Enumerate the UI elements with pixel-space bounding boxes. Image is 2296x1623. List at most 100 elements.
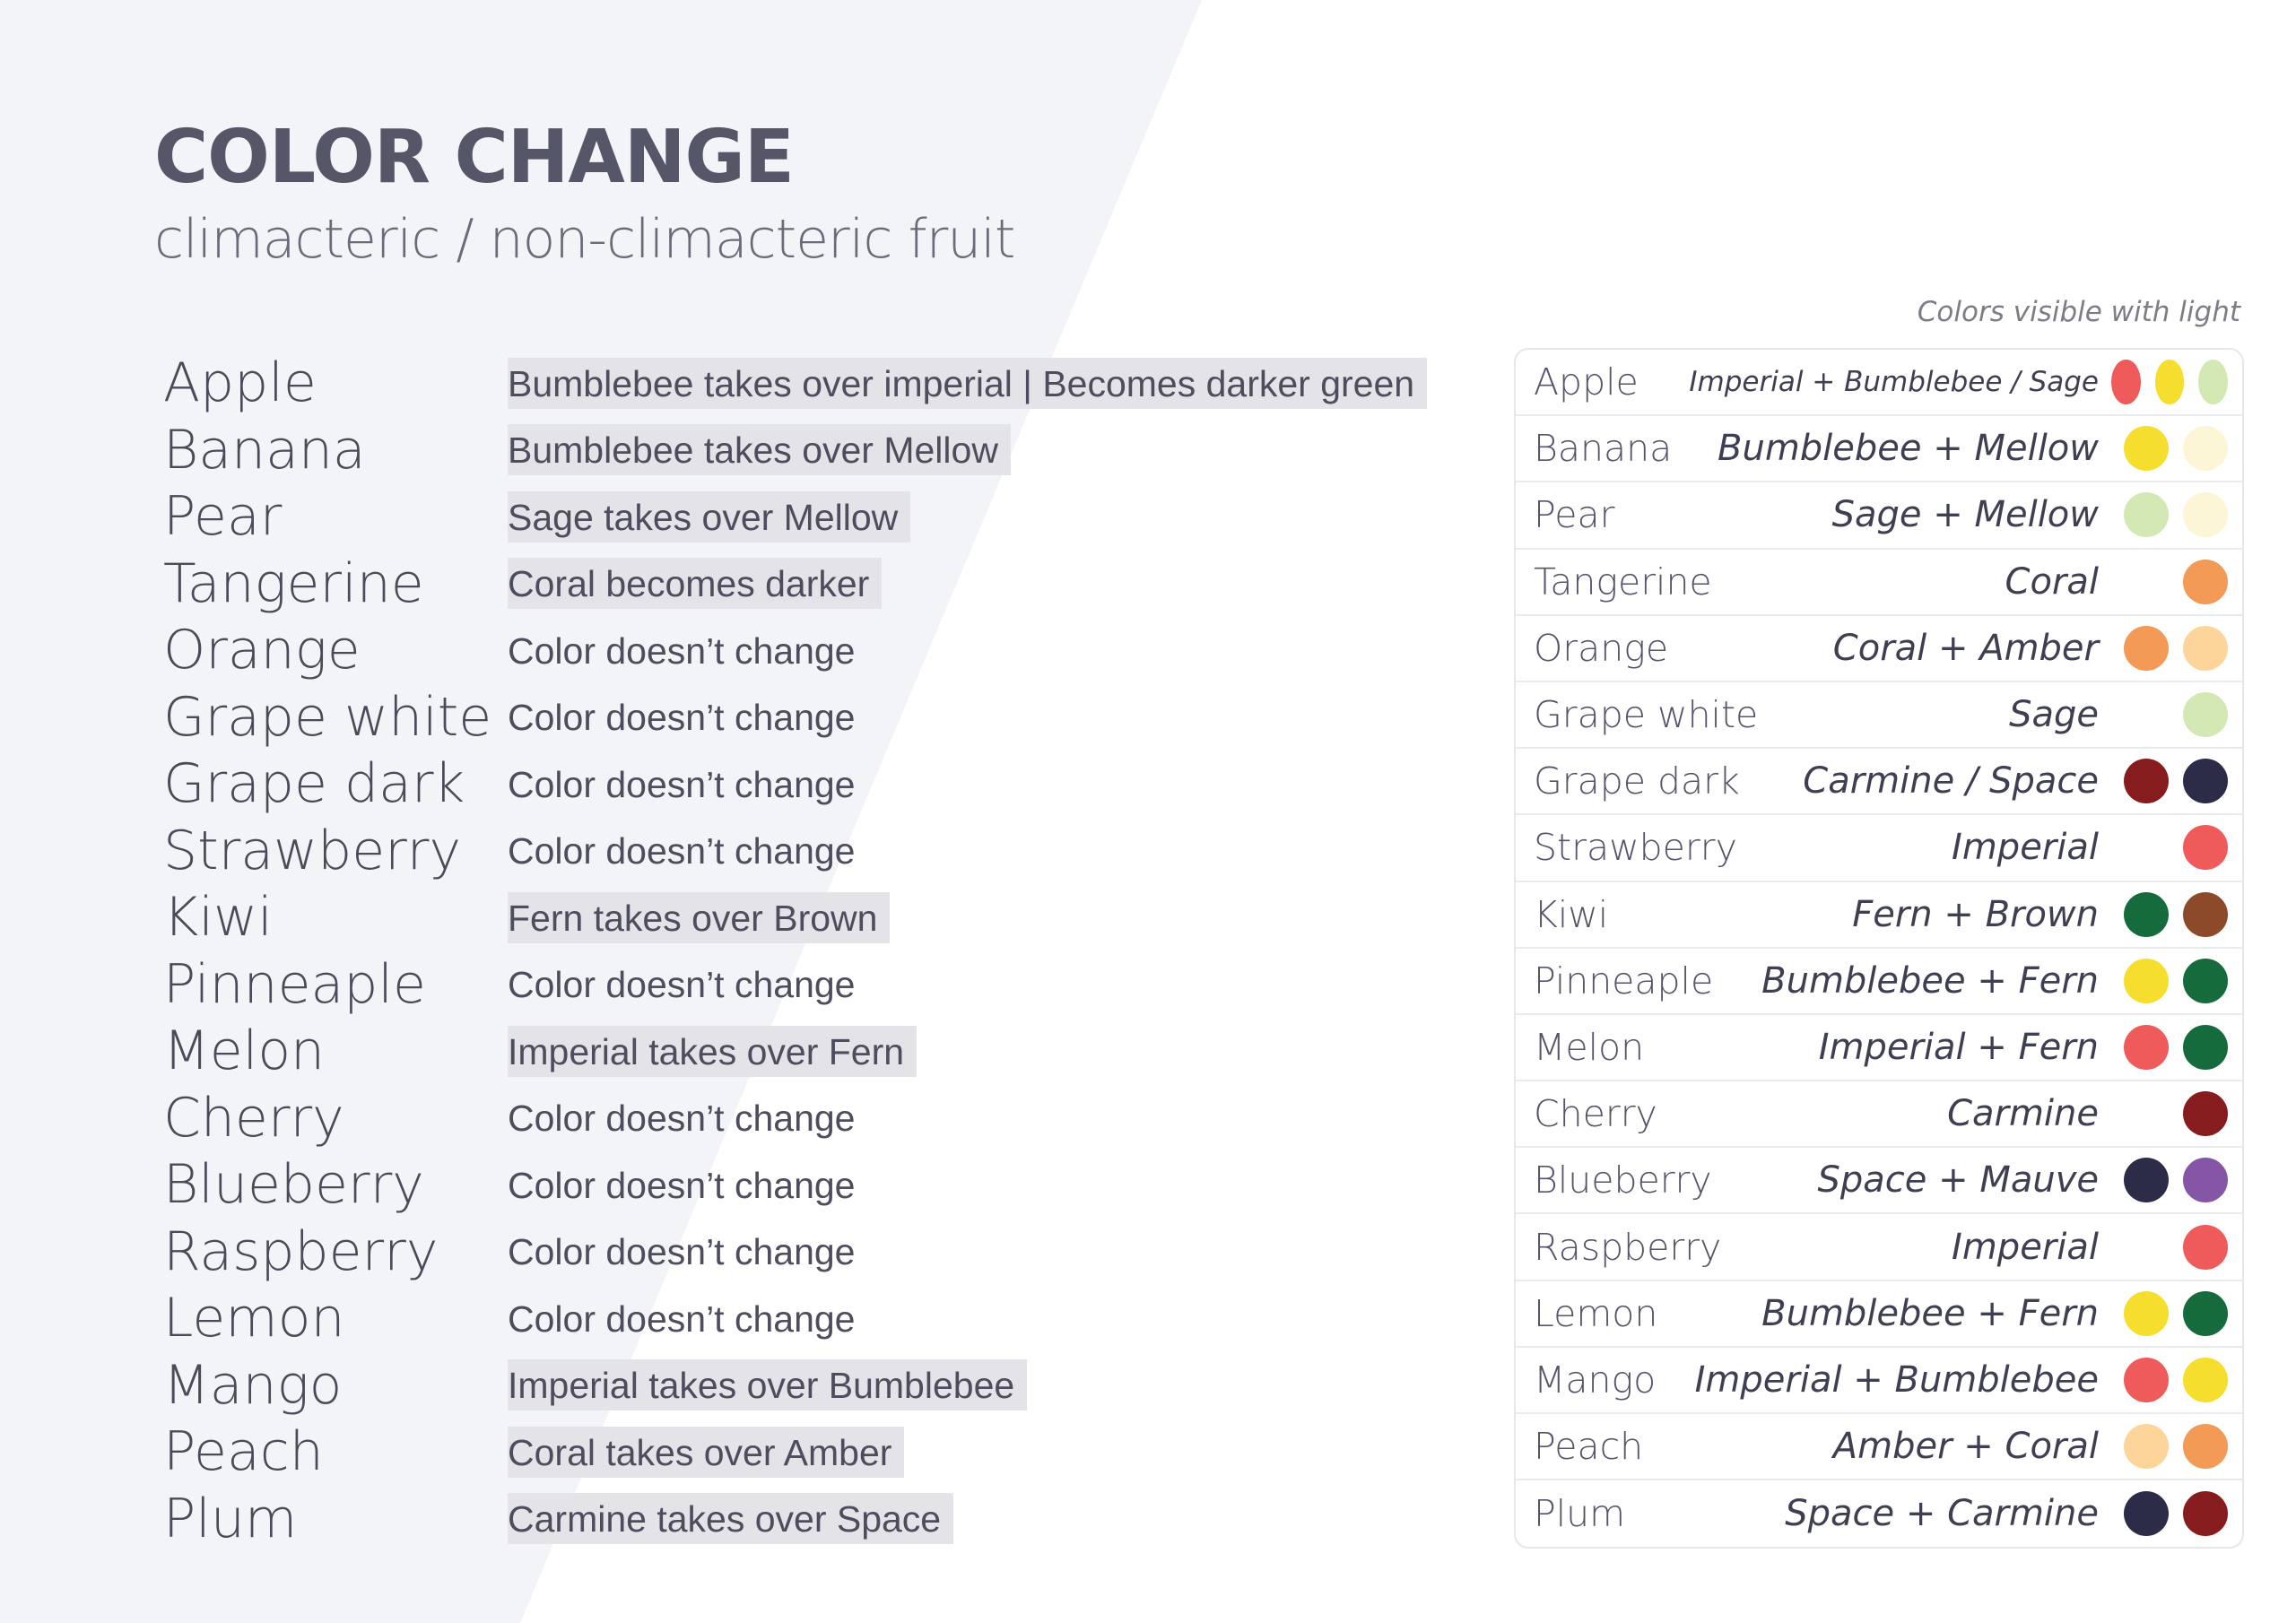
- change-row: Bumblebee takes over imperial | Becomes …: [508, 350, 1428, 417]
- color-change-description: Fern takes over Brown: [508, 891, 891, 943]
- color-swatch-space: [2124, 1158, 2169, 1203]
- table-fruit-name: Mango: [1534, 1358, 1657, 1402]
- color-swatch-imperial: [2124, 1357, 2169, 1402]
- fruit-name: Grape dark: [163, 752, 465, 815]
- fruit-name: Blueberry: [163, 1153, 424, 1216]
- table-fruit-name: Blueberry: [1534, 1159, 1712, 1202]
- fruit-name: Grape white: [163, 685, 492, 749]
- color-swatch-carmine: [2183, 1491, 2228, 1537]
- table-color-names: Sage + Mellow: [1831, 494, 2099, 536]
- no-change-description: Color doesn’t change: [508, 1164, 856, 1206]
- color-swatches: [2111, 1290, 2228, 1336]
- fruit-name: Orange: [163, 619, 361, 681]
- fruit-name: Melon: [163, 1020, 326, 1082]
- no-change-description: Color doesn’t change: [508, 964, 856, 1006]
- table-color-names: Coral + Amber: [1832, 627, 2099, 669]
- legend-note: Colors visible with light: [1917, 296, 2240, 328]
- table-row: Kiwi Fern + Brown: [1516, 882, 2242, 949]
- color-swatch-bumblebee: [2124, 1290, 2169, 1336]
- color-swatch-imperial: [2183, 825, 2228, 871]
- table-color-names: Carmine / Space: [1803, 760, 2099, 803]
- change-row: Carmine takes over Space: [508, 1486, 1427, 1553]
- color-change-list: Bumblebee takes over imperial | Becomes …: [508, 350, 1428, 1553]
- color-swatch-carmine: [2183, 1091, 2228, 1137]
- color-change-description: Carmine takes over Space: [508, 1493, 954, 1545]
- page-title: COLOR CHANGE: [154, 115, 795, 200]
- change-row: Coral takes over Amber: [508, 1419, 1427, 1486]
- no-change-description: Color doesn’t change: [508, 763, 856, 805]
- color-swatch-mellow: [2183, 492, 2228, 538]
- fruit-name: Raspberry: [163, 1219, 439, 1283]
- fruit-name: Lemon: [163, 1287, 345, 1350]
- color-swatch-coral: [2183, 559, 2228, 604]
- fruit-name: Kiwi: [163, 886, 273, 949]
- color-swatches: [2111, 692, 2228, 738]
- color-swatch-imperial: [2110, 360, 2141, 405]
- color-swatch-fern: [2183, 1024, 2228, 1070]
- color-swatches: [2111, 759, 2228, 804]
- change-row: Color doesn’t change: [508, 684, 1427, 751]
- table-color-names: Carmine: [1947, 1093, 2099, 1135]
- table-row: Orange Coral + Amber: [1516, 616, 2242, 682]
- color-swatches: [2111, 426, 2228, 472]
- fruit-name: Strawberry: [163, 819, 461, 882]
- color-swatch-space: [2124, 1491, 2169, 1537]
- color-swatch-carmine: [2124, 759, 2169, 804]
- table-row: Pinneaple Bumblebee + Fern: [1516, 949, 2242, 1015]
- change-row: Coral becomes darker: [508, 551, 1427, 618]
- color-swatch-mellow: [2183, 426, 2228, 472]
- table-row: Plum Space + Carmine: [1516, 1480, 2242, 1547]
- table-row: Lemon Bumblebee + Fern: [1516, 1281, 2242, 1348]
- table-fruit-name: Grape dark: [1534, 759, 1740, 803]
- change-row: Color doesn’t change: [508, 1151, 1427, 1219]
- color-swatches: [2111, 1024, 2228, 1070]
- color-change-description: Coral becomes darker: [508, 558, 883, 610]
- table-fruit-name: Orange: [1534, 626, 1669, 670]
- color-swatch-coral: [2124, 625, 2169, 671]
- color-swatches: [2111, 1091, 2228, 1137]
- color-change-description: Bumblebee takes over Mellow: [508, 424, 1011, 476]
- table-row: Cherry Carmine: [1516, 1081, 2242, 1149]
- fruit-name: Cherry: [163, 1086, 344, 1150]
- table-color-names: Imperial + Fern: [1818, 1026, 2099, 1068]
- color-swatches: [2111, 625, 2228, 671]
- color-swatch-bumblebee: [2124, 958, 2169, 1003]
- table-row: Grape white Sage: [1516, 682, 2242, 750]
- fruit-name: Tangerine: [163, 551, 424, 615]
- table-fruit-name: Raspberry: [1534, 1225, 1722, 1269]
- color-swatch-imperial: [2183, 1224, 2228, 1270]
- table-fruit-name: Kiwi: [1534, 892, 1609, 936]
- color-swatch-mauve: [2183, 1158, 2228, 1203]
- fruit-name: Peach: [163, 1420, 324, 1483]
- color-change-description: Bumblebee takes over imperial | Becomes …: [508, 357, 1428, 409]
- color-swatches: [2111, 1424, 2228, 1470]
- table-color-names: Fern + Brown: [1852, 893, 2099, 935]
- color-swatch-amber: [2183, 625, 2228, 671]
- table-fruit-name: Plum: [1534, 1492, 1626, 1536]
- table-row: Melon Imperial + Fern: [1516, 1015, 2242, 1082]
- table-fruit-name: Cherry: [1534, 1092, 1657, 1136]
- color-swatch-bumblebee: [2124, 426, 2169, 472]
- color-change-description: Coral takes over Amber: [508, 1426, 905, 1478]
- fruit-name-list: Apple Banana Pear Tangerine Orange Grape whit…: [163, 350, 491, 1552]
- table-row: Peach Amber + Coral: [1516, 1414, 2242, 1481]
- color-swatches: [2111, 559, 2228, 604]
- color-change-description: Sage takes over Mellow: [508, 490, 911, 542]
- color-swatches: [2111, 1357, 2228, 1402]
- color-swatches: [2111, 1491, 2228, 1537]
- color-swatch-bumblebee: [2183, 1357, 2228, 1402]
- table-fruit-name: Pinneaple: [1534, 959, 1714, 1002]
- change-row: Color doesn’t change: [508, 1285, 1427, 1352]
- table-color-names: Bumblebee + Mellow: [1718, 428, 2099, 470]
- table-row: Grape dark Carmine / Space: [1516, 749, 2242, 816]
- page-subtitle: climacteric / non-climacteric fruit: [154, 208, 1015, 271]
- change-row: Bumblebee takes over Mellow: [508, 417, 1427, 484]
- table-color-names: Bumblebee + Fern: [1761, 959, 2099, 1002]
- table-color-names: Imperial: [1952, 827, 2099, 869]
- table-fruit-name: Banana: [1534, 427, 1673, 471]
- color-swatch-space: [2183, 759, 2228, 804]
- table-row: Blueberry Space + Mauve: [1516, 1148, 2242, 1215]
- fruit-name: Plum: [163, 1487, 298, 1550]
- color-swatch-imperial: [2124, 1024, 2169, 1070]
- color-change-description: Imperial takes over Fern: [508, 1025, 918, 1077]
